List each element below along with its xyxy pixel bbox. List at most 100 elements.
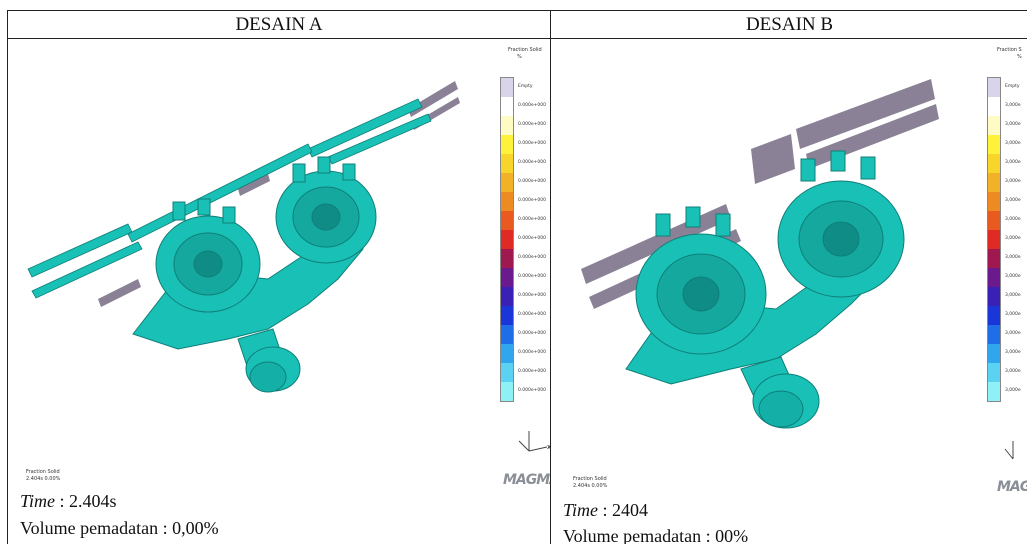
legend-value-label: 3,000e xyxy=(1005,312,1021,317)
legend-value-label: 0.000e+000 xyxy=(518,255,547,260)
legend-value-label: 0.000e+000 xyxy=(518,274,547,279)
small-label-a-2: 2.404s 0.00% xyxy=(26,476,61,482)
casting-render-b xyxy=(581,79,939,429)
legend-swatch xyxy=(501,306,513,325)
cell-desain-b: Fraction S % Fraction Solid 2.404s 0.00%… xyxy=(551,39,1027,544)
legend-value-label: 3,000e xyxy=(1005,122,1021,127)
svg-text:x: x xyxy=(547,443,550,451)
legend-swatch xyxy=(501,135,513,154)
legend-swatch xyxy=(988,363,1000,382)
legend-value-label: 3,000e xyxy=(1005,141,1021,146)
legend-swatch xyxy=(501,97,513,116)
legend-value-label: 0.000e+000 xyxy=(518,293,547,298)
legend-swatch xyxy=(501,192,513,211)
legend-value-label: 3,000e xyxy=(1005,217,1021,222)
legend-swatch xyxy=(501,211,513,230)
legend-swatch xyxy=(501,173,513,192)
legend-swatch xyxy=(988,230,1000,249)
legend-unit-b: % xyxy=(1017,54,1022,60)
legend-title-b: Fraction S xyxy=(997,47,1022,53)
legend-swatch xyxy=(988,154,1000,173)
legend-value-label: 3,000e xyxy=(1005,160,1021,165)
legend-swatch xyxy=(501,154,513,173)
volume-line-a: Volume pemadatan : 0,00% xyxy=(20,518,219,538)
legend-swatch xyxy=(988,78,1000,97)
casting-render-a xyxy=(27,81,460,393)
axis-indicator-a: x xyxy=(518,431,550,452)
legend-value-label: 3,000e xyxy=(1005,198,1021,203)
legend-swatch xyxy=(988,135,1000,154)
legend-swatch xyxy=(501,287,513,306)
legend-swatch xyxy=(988,344,1000,363)
legend-value-label: 3,000e xyxy=(1005,350,1021,355)
legend-value-label: 3,000e xyxy=(1005,103,1021,108)
legend-empty-label: Empty xyxy=(518,84,533,89)
legend-value-label: 0.000e+000 xyxy=(518,369,547,374)
legend-swatch xyxy=(501,230,513,249)
legend-value-label: 0.000e+000 xyxy=(518,312,547,317)
legend-swatch xyxy=(988,116,1000,135)
legend-value-label: 3,000e xyxy=(1005,331,1021,336)
legend-swatch xyxy=(501,325,513,344)
legend-swatch xyxy=(988,382,1000,401)
comparison-table: DESAIN A DESAIN B xyxy=(7,10,1027,544)
magma-logo-b: MAGMA xyxy=(997,479,1027,495)
small-label-b-2: 2.404s 0.00% xyxy=(573,483,608,489)
legend-value-label: 0.000e+000 xyxy=(518,236,547,241)
legend-swatch xyxy=(988,192,1000,211)
legend-value-label: 3,000e xyxy=(1005,369,1021,374)
legend-swatch xyxy=(501,268,513,287)
legend-swatch xyxy=(988,97,1000,116)
time-line-a: Time : 2.404s xyxy=(20,490,117,512)
small-label-a-1: Fraction Solid xyxy=(26,469,60,475)
legend-swatch xyxy=(988,287,1000,306)
cell-desain-a: Fraction Solid % x Fraction Solid 2.404s… xyxy=(8,39,550,544)
casting-part-b xyxy=(625,150,905,429)
legend-value-label: 0.000e+000 xyxy=(518,141,547,146)
legend-value-label: 0.000e+000 xyxy=(518,388,547,393)
legend-value-label: 3,000e xyxy=(1005,274,1021,279)
time-label-a: Time xyxy=(20,491,56,511)
legend-swatch xyxy=(501,116,513,135)
legend-value-label: 0.000e+000 xyxy=(518,122,547,127)
header-desain-b: DESAIN B xyxy=(551,11,1027,39)
legend-swatch xyxy=(501,363,513,382)
legend-swatch xyxy=(501,78,513,97)
magma-logo-a: MAGMA xyxy=(503,472,550,488)
legend-unit-a: % xyxy=(517,54,522,60)
time-line-b: Time : 2404 xyxy=(563,499,648,521)
small-label-b-1: Fraction Solid xyxy=(573,476,607,482)
legend-value-label: 3,000e xyxy=(1005,255,1021,260)
legend-title-a: Fraction Solid xyxy=(508,47,542,53)
legend-value-label: 0.000e+000 xyxy=(518,103,547,108)
legend-value-label: 0.000e+000 xyxy=(518,331,547,336)
legend-value-label: 0.000e+000 xyxy=(518,350,547,355)
legend-value-label: 0.000e+000 xyxy=(518,179,547,184)
column-divider xyxy=(550,38,551,544)
legend-swatch xyxy=(988,268,1000,287)
volume-line-b: Volume pemadatan : 00% xyxy=(563,526,749,544)
header-desain-a: DESAIN A xyxy=(8,11,551,39)
legend-swatch xyxy=(988,325,1000,344)
legend-value-label: 3,000e xyxy=(1005,236,1021,241)
legend-swatch xyxy=(988,211,1000,230)
legend-value-label: 3,000e xyxy=(1005,179,1021,184)
legend-swatch xyxy=(501,344,513,363)
legend-swatch xyxy=(988,306,1000,325)
legend-value-label: 3,000e xyxy=(1005,293,1021,298)
legend-value-label: 0.000e+000 xyxy=(518,217,547,222)
legend-swatch xyxy=(501,249,513,268)
legend-swatch xyxy=(501,382,513,401)
legend-swatch xyxy=(988,173,1000,192)
time-label-b: Time xyxy=(563,500,599,520)
legend-empty-label: Empty xyxy=(1005,84,1020,89)
legend-value-label: 0.000e+000 xyxy=(518,160,547,165)
legend-value-label: 3,000e xyxy=(1005,388,1021,393)
time-value-a: : 2.404s xyxy=(55,491,117,511)
casting-part-a xyxy=(132,156,377,393)
axis-indicator-b xyxy=(1004,441,1014,460)
color-legend-a xyxy=(500,77,514,402)
legend-value-label: 0.000e+000 xyxy=(518,198,547,203)
color-legend-b xyxy=(987,77,1001,402)
time-value-b: : 2404 xyxy=(598,500,649,520)
